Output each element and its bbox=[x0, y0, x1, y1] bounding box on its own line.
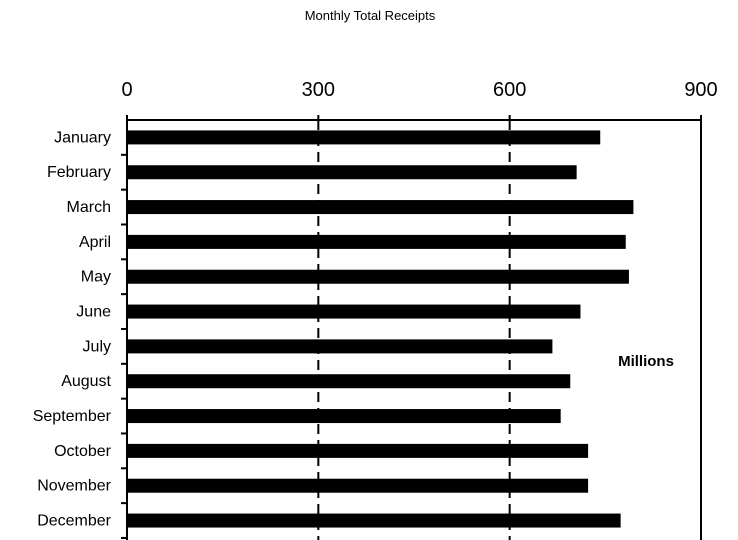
bar-august bbox=[127, 374, 571, 389]
y-category-label: October bbox=[54, 443, 112, 460]
bar-july bbox=[127, 339, 553, 354]
chart-title: Monthly Total Receipts bbox=[305, 8, 436, 23]
bar-november bbox=[127, 478, 589, 493]
bar-june bbox=[127, 304, 581, 319]
bar-september bbox=[127, 409, 561, 424]
y-category-label: August bbox=[61, 373, 111, 390]
grid-lines bbox=[317, 120, 511, 540]
y-category-label: May bbox=[81, 269, 111, 286]
y-category-label: July bbox=[83, 338, 111, 355]
bar-april bbox=[127, 234, 626, 249]
unit-label: Millions bbox=[618, 353, 674, 370]
y-category-label: March bbox=[67, 199, 111, 216]
y-category-label: June bbox=[76, 304, 111, 321]
bar-october bbox=[127, 443, 589, 458]
bar-february bbox=[127, 165, 577, 180]
bar-may bbox=[127, 269, 629, 284]
y-category-label: December bbox=[37, 513, 111, 530]
bar-march bbox=[127, 200, 634, 215]
x-tick-label-0: 0 bbox=[121, 79, 132, 101]
y-category-label: September bbox=[33, 408, 112, 425]
x-tick-label-600: 600 bbox=[493, 79, 526, 101]
bar-december bbox=[127, 513, 621, 528]
x-tick-label-900: 900 bbox=[684, 79, 717, 101]
y-category-label: February bbox=[47, 164, 111, 181]
bars bbox=[127, 130, 634, 528]
y-axis: January February March April May June July Augu… bbox=[33, 120, 128, 540]
bar-january bbox=[127, 130, 601, 145]
y-category-label: January bbox=[54, 129, 111, 146]
y-category-label: November bbox=[37, 478, 111, 495]
x-axis: 0 300 600 900 bbox=[121, 79, 718, 540]
y-category-label: April bbox=[79, 234, 111, 251]
x-tick-label-300: 300 bbox=[302, 79, 335, 101]
